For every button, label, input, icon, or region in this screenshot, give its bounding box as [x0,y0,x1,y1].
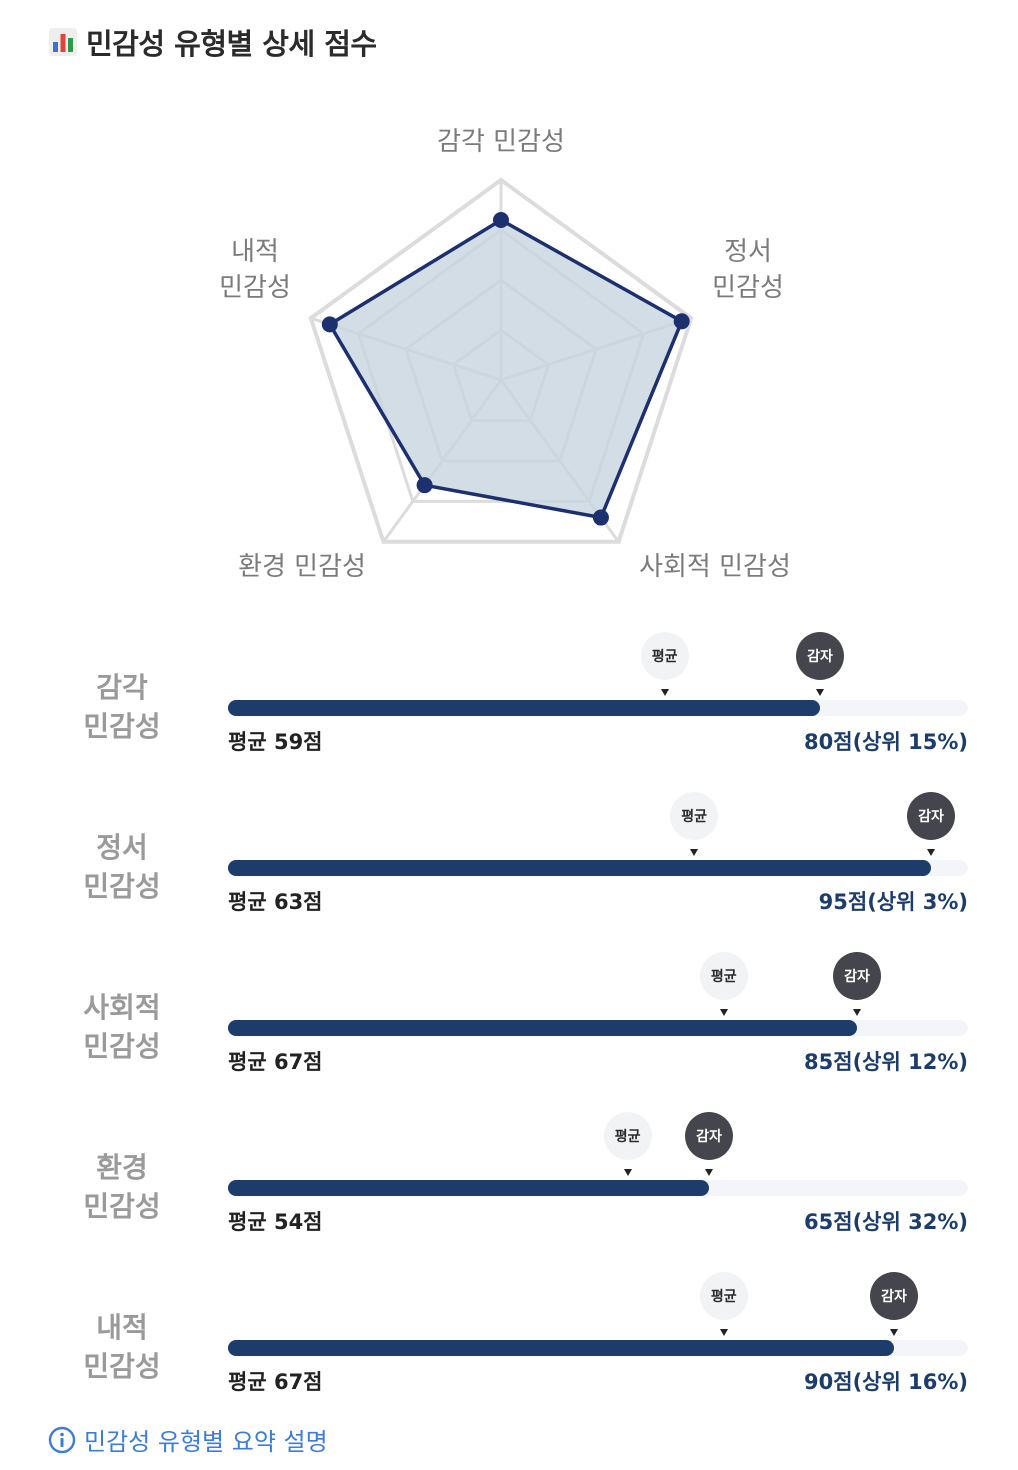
average-marker-label: 평균 [699,952,748,1000]
marker-arrow-icon [719,1329,728,1336]
radar-point [416,477,433,494]
user-score-text: 90점(상위 16%) [804,1370,968,1394]
score-bar [228,1340,894,1356]
marker-arrow-icon [660,689,669,696]
average-marker-label: 평균 [670,792,719,840]
average-marker-label: 평균 [603,1112,652,1160]
score-track: 평균 감자 [228,1112,968,1196]
user-marker-label: 감자 [870,1272,918,1320]
score-track: 평균 감자 [228,632,968,716]
radar-grid-ring [308,177,694,544]
header: 민감성 유형별 상세 점수 [48,20,377,64]
marker-arrow-icon [853,1009,861,1016]
radar-axis-label: 정서 민감성 [712,237,784,303]
summary-link[interactable]: 민감성 유형별 요약 설명 [48,1422,328,1457]
radar-axis-label: 감각 민감성 [437,127,565,157]
summary-link-text: 민감성 유형별 요약 설명 [84,1428,328,1456]
marker-arrow-icon [719,1009,728,1016]
average-marker-label: 평균 [640,632,689,680]
row-label: 정서 민감성 [83,831,161,903]
marker-arrow-icon [705,1169,713,1176]
score-bar [228,1020,857,1036]
radar-point [321,316,338,333]
row-label: 환경 민감성 [83,1151,161,1223]
user-score-text: 80점(상위 15%) [804,730,968,754]
average-marker-label: 평균 [699,1272,748,1320]
average-score-text: 평균 59점 [228,730,323,754]
marker-arrow-icon [927,849,935,856]
radar-point [673,313,690,330]
radar-point [493,212,509,228]
user-marker-label: 감자 [796,632,844,680]
info-icon [48,1426,76,1453]
user-score-text: 65점(상위 32%) [804,1210,968,1234]
score-track: 평균 감자 [228,792,968,876]
marker-arrow-icon [690,849,699,856]
score-bar [228,860,931,876]
radar-point [592,509,609,526]
average-score-text: 평균 54점 [228,1210,323,1234]
score-track: 평균 감자 [228,952,968,1036]
marker-arrow-icon [816,689,824,696]
radar-axis-label: 사회적 민감성 [639,552,791,582]
user-marker-label: 감자 [833,952,881,1000]
row-label: 사회적 민감성 [83,991,161,1063]
radar-axis-label: 환경 민감성 [238,552,366,582]
average-score-text: 평균 63점 [228,890,323,914]
row-label: 내적 민감성 [83,1311,161,1383]
marker-arrow-icon [890,1329,898,1336]
user-marker-label: 감자 [907,792,955,840]
average-score-text: 평균 67점 [228,1050,323,1074]
score-track: 평균 감자 [228,1272,968,1356]
radar-axis-label: 내적 민감성 [219,237,291,303]
score-bar [228,1180,709,1196]
row-label: 감각 민감성 [83,671,161,743]
average-score-text: 평균 67점 [228,1370,323,1394]
user-score-text: 85점(상위 12%) [804,1050,968,1074]
user-score-text: 95점(상위 3%) [818,890,968,914]
user-marker-label: 감자 [685,1112,733,1160]
score-bar [228,700,820,716]
radar-series-area [328,218,684,520]
bar-chart-icon [49,28,77,56]
marker-arrow-icon [623,1169,632,1176]
page-title: 민감성 유형별 상세 점수 [86,27,377,61]
